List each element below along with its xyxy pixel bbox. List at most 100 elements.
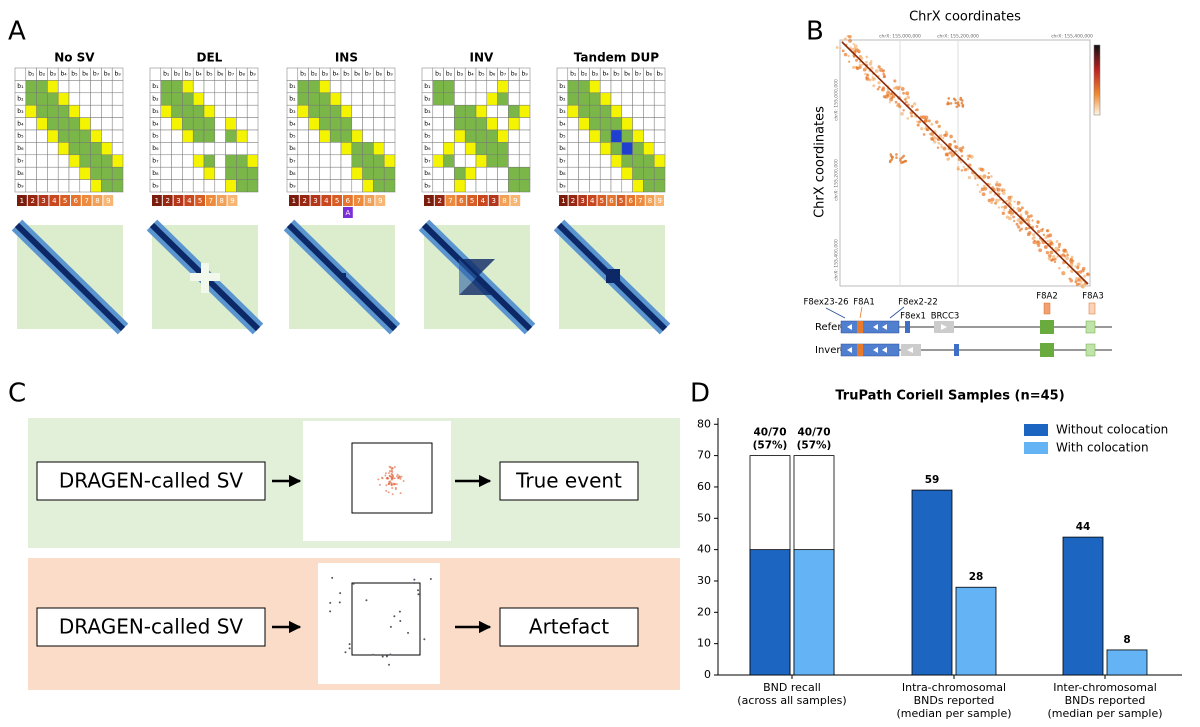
segment-box xyxy=(645,195,655,206)
matrix-cell xyxy=(57,154,70,168)
bin-label: b₅ xyxy=(424,133,431,140)
hic-dot xyxy=(967,157,970,161)
c-dot xyxy=(392,475,395,478)
matrix-cell xyxy=(464,142,477,156)
hic-dot xyxy=(861,63,864,66)
hic-dot xyxy=(1054,246,1059,251)
matrix-cell xyxy=(351,154,363,168)
hic-dot xyxy=(1012,215,1015,219)
matrix-cell xyxy=(589,92,601,106)
bar xyxy=(1062,536,1104,676)
matrix-cell xyxy=(610,129,623,143)
bin-label: b₉ xyxy=(114,71,121,78)
hic-dot xyxy=(1008,216,1012,221)
matrix-cell xyxy=(68,104,81,118)
legend-label: Without colocation xyxy=(1056,423,1168,437)
matrix-cell xyxy=(383,92,396,106)
matrix-cell xyxy=(340,154,353,168)
hic-dot xyxy=(916,123,920,127)
matrix-cell xyxy=(101,80,113,94)
bin-label: b₈ xyxy=(559,170,566,177)
f8ex1-block xyxy=(954,344,959,356)
matrix-cell xyxy=(383,80,396,94)
matrix-cell xyxy=(351,179,363,193)
matrix-cell xyxy=(79,129,91,143)
matrix-cell xyxy=(486,80,498,94)
bin-label: b₉ xyxy=(152,182,159,189)
hic-dot xyxy=(987,171,990,175)
hic-dot xyxy=(1007,202,1011,205)
matrix-cell xyxy=(246,104,259,118)
hic-dot xyxy=(902,91,905,95)
segment-label: 2 xyxy=(302,197,306,205)
matrix-cell xyxy=(567,166,579,180)
hic-dot xyxy=(930,137,934,141)
hic-dot xyxy=(869,60,873,63)
bin-label: b₈ xyxy=(104,71,111,78)
matrix-cell xyxy=(225,166,237,180)
bin-label: b₉ xyxy=(559,182,566,189)
hic-dot xyxy=(1013,219,1016,223)
hic-dot xyxy=(1066,253,1069,257)
hic-dot xyxy=(954,150,957,153)
matrix-cell xyxy=(160,142,172,156)
hic-dot xyxy=(895,104,899,108)
matrix-cell xyxy=(25,117,37,131)
matrix-cell xyxy=(464,104,477,118)
hic-dot xyxy=(1019,221,1023,225)
matrix-cell xyxy=(475,92,488,106)
matrix-cell xyxy=(497,179,509,193)
segment-label: 6 xyxy=(629,197,634,205)
matrix-cell xyxy=(567,142,579,156)
segment-label: 4 xyxy=(52,197,57,205)
matrix-cell xyxy=(475,129,488,143)
hic-dot xyxy=(877,65,881,69)
segment-label: 1 xyxy=(561,197,565,205)
matrix-cell xyxy=(214,117,226,131)
c-dot xyxy=(339,592,342,595)
segment-label: 2 xyxy=(437,197,441,205)
matrix-cell xyxy=(297,129,309,143)
matrix-cell xyxy=(36,92,48,106)
gene-pointer xyxy=(889,306,905,319)
sv-blob xyxy=(895,156,898,159)
matrix-cell xyxy=(454,92,466,106)
hic-dot xyxy=(982,174,986,178)
hic-dot xyxy=(1037,229,1041,234)
hic-dot xyxy=(1008,210,1012,215)
c-dot xyxy=(423,638,426,641)
matrix-cell xyxy=(192,179,205,193)
bin-label: b₆ xyxy=(624,71,631,78)
segment-box xyxy=(478,195,488,206)
c-dot xyxy=(352,582,355,585)
segment-box xyxy=(343,195,353,206)
c-dot xyxy=(387,491,390,494)
c-dot xyxy=(396,473,399,476)
hic-dot xyxy=(937,141,941,145)
hic-dot xyxy=(852,65,856,69)
matrix-cell xyxy=(160,154,172,168)
hic-dot xyxy=(1001,211,1006,216)
matrix-cell xyxy=(340,166,353,180)
matrix-cell xyxy=(653,92,666,106)
bin-label: b₂ xyxy=(311,71,318,78)
hic-dot xyxy=(860,57,864,60)
gene-label: BRCC3 xyxy=(931,312,960,322)
matrix-cell xyxy=(610,142,623,156)
hic-dot xyxy=(857,49,860,52)
hic-dot xyxy=(848,60,851,63)
matrix-cell xyxy=(599,104,612,118)
bar xyxy=(1106,649,1148,676)
hic-dot xyxy=(1019,208,1022,211)
matrix-cell xyxy=(432,80,444,94)
hic-dot xyxy=(1051,258,1055,262)
matrix-cell xyxy=(246,92,259,106)
matrix-cell xyxy=(518,142,531,156)
segment-label: 9 xyxy=(230,197,234,205)
hic-dot xyxy=(996,187,999,190)
segment-box xyxy=(17,195,27,206)
sv-blob xyxy=(895,153,898,156)
hic-dot xyxy=(1035,225,1039,228)
c-dot xyxy=(390,469,393,472)
hic-dot xyxy=(1074,265,1077,268)
